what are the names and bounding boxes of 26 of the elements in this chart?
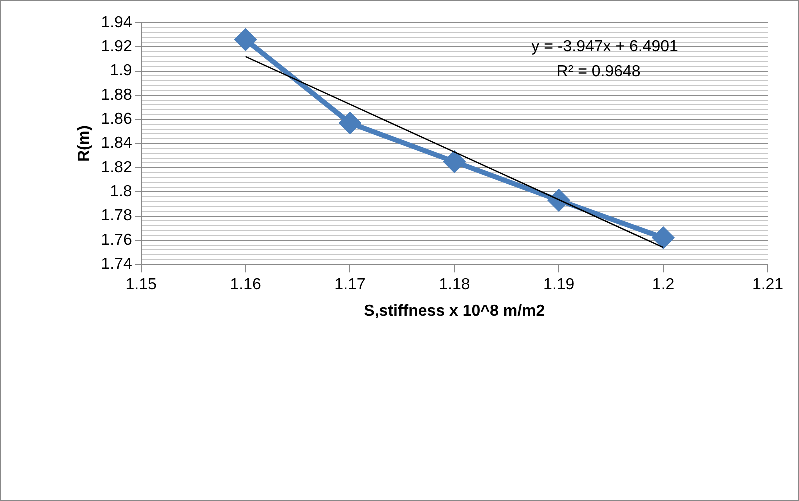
x-tick-label: 1.17 [334, 276, 366, 294]
annotation: R² = 0.9648 [556, 63, 641, 80]
y-tick-label: 1.88 [101, 86, 132, 104]
y-tick-label: 1.94 [101, 14, 132, 32]
y-tick-label: 1.74 [101, 256, 132, 274]
y-tick-label: 1.9 [110, 62, 132, 80]
y-tick-label: 1.8 [110, 184, 132, 201]
y-tick-label: 1.82 [101, 159, 132, 176]
point [444, 151, 466, 172]
y-tick-label: 1.78 [101, 208, 132, 225]
y-tick-label: 1.76 [101, 232, 132, 249]
x-tick-label: 1.15 [126, 276, 158, 294]
point [235, 29, 256, 50]
point [653, 228, 674, 249]
x-tick-label: 1.16 [230, 276, 262, 294]
y-tick-label: 1.84 [101, 135, 132, 152]
point [340, 112, 361, 134]
annotation: y = -3.947x + 6.4901 [532, 38, 679, 56]
x-tick-label: 1.2 [652, 276, 675, 294]
y-tick-label: 1.92 [101, 38, 132, 56]
x-tick-label: 1.18 [439, 276, 470, 294]
x-axis-title: S,stiffness x 10^8 m/m2 [364, 302, 546, 320]
y-tick-label: 1.86 [101, 111, 132, 128]
y-axis-title: R(m) [76, 126, 94, 162]
x-tick-label: 1.21 [752, 276, 784, 294]
x-tick-label: 1.19 [544, 276, 575, 294]
